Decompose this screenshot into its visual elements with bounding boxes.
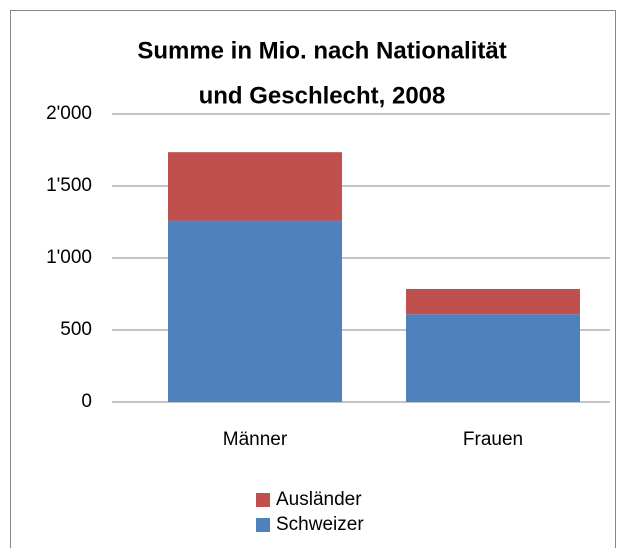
legend-label: Schweizer <box>276 514 364 535</box>
bar-segment <box>168 220 342 402</box>
y-tick-label: 0 <box>81 391 92 412</box>
chart-title: Summe in Mio. nach Nationalität <box>137 37 506 64</box>
bar-segment <box>168 152 342 221</box>
bar-segment <box>406 288 580 315</box>
chart-title: und Geschlecht, 2008 <box>199 82 446 109</box>
bar-segment <box>406 314 580 402</box>
y-tick-label: 1'000 <box>46 247 92 268</box>
y-tick-label: 1'500 <box>46 175 92 196</box>
legend-swatch <box>256 493 270 507</box>
y-tick-label: 500 <box>60 319 92 340</box>
legend-swatch <box>256 518 270 532</box>
y-tick-label: 2'000 <box>46 103 92 124</box>
x-tick-label: Frauen <box>463 429 523 450</box>
x-tick-label: Männer <box>223 429 288 450</box>
legend-label: Ausländer <box>276 489 362 510</box>
